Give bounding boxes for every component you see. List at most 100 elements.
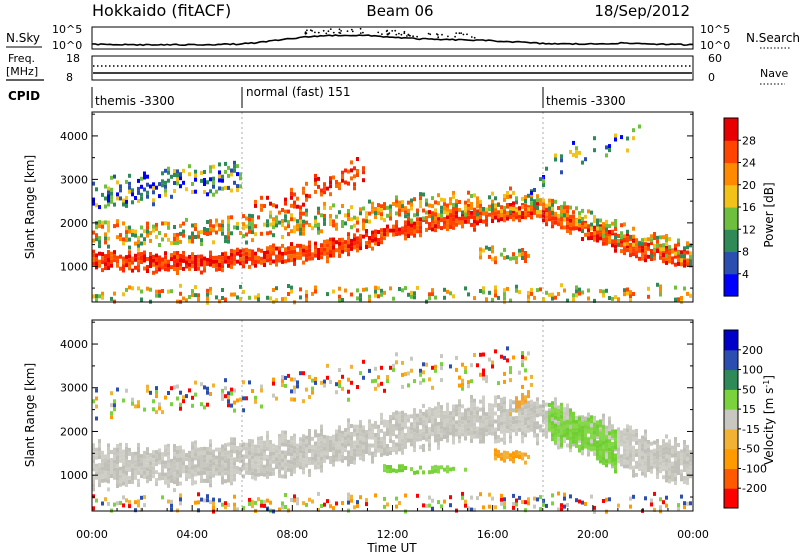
heatmap-cell [368, 298, 371, 303]
heatmap-cell [179, 390, 182, 395]
heatmap-cell [104, 462, 107, 467]
heatmap-cell [647, 456, 650, 460]
heatmap-cell [518, 206, 521, 211]
heatmap-cell [200, 467, 203, 471]
heatmap-cell [218, 170, 221, 175]
heatmap-cell [203, 478, 206, 483]
heatmap-cell [605, 439, 608, 444]
heatmap-cell [434, 212, 437, 217]
heatmap-cell [629, 298, 632, 303]
heatmap-cell [146, 233, 149, 238]
heatmap-cell [521, 427, 524, 432]
heatmap-cell [353, 440, 356, 445]
heatmap-cell [521, 419, 524, 424]
heatmap-cell [500, 409, 503, 414]
heatmap-cell [257, 293, 260, 298]
heatmap-cell [443, 415, 446, 419]
heatmap-cell [269, 296, 272, 301]
heatmap-cell [236, 188, 239, 193]
heatmap-cell [152, 474, 155, 479]
heatmap-cell [101, 501, 104, 506]
heatmap-cell [188, 466, 191, 471]
heatmap-cell [434, 220, 437, 225]
heatmap-cell [308, 256, 311, 261]
heatmap-cell [161, 476, 164, 481]
heatmap-cell [686, 464, 689, 469]
heatmap-cell [170, 253, 173, 258]
heatmap-cell [449, 427, 452, 432]
heatmap-cell [254, 464, 257, 469]
heatmap-cell [254, 295, 257, 300]
heatmap-cell [551, 421, 554, 426]
heatmap-cell [206, 232, 209, 236]
heatmap-cell [506, 211, 509, 215]
heatmap-cell [422, 192, 425, 197]
heatmap-cell [350, 424, 353, 428]
heatmap-cell [176, 263, 179, 267]
heatmap-cell [134, 475, 137, 480]
heatmap-cell [104, 184, 107, 189]
heatmap-cell [359, 432, 362, 437]
heatmap-cell [275, 449, 278, 454]
heatmap-cell [251, 439, 254, 444]
heatmap-cell [590, 222, 593, 227]
heatmap-cell [542, 408, 545, 413]
heatmap-cell [227, 219, 230, 224]
heatmap-cell [215, 295, 218, 300]
heatmap-cell [305, 289, 308, 294]
heatmap-cell [347, 236, 350, 241]
heatmap-cell [293, 433, 296, 438]
heatmap-cell [293, 461, 296, 466]
heatmap-cell [311, 252, 314, 257]
heatmap-cell [434, 468, 437, 473]
heatmap-cell [608, 436, 611, 441]
heatmap-cell [290, 285, 293, 290]
heatmap-cell [296, 497, 299, 502]
heatmap-cell [233, 257, 236, 262]
heatmap-cell [575, 419, 578, 424]
heatmap-cell [224, 479, 227, 484]
heatmap-cell [542, 198, 545, 203]
heatmap-cell [101, 474, 104, 479]
heatmap-cell [425, 409, 428, 414]
heatmap-cell [410, 356, 413, 361]
heatmap-cell [566, 229, 569, 233]
heatmap-cell [404, 493, 407, 498]
heatmap-cell [308, 437, 311, 441]
heatmap-cell [311, 499, 314, 504]
heatmap-cell [437, 437, 440, 442]
heatmap-cell [173, 385, 176, 390]
heatmap-cell [113, 475, 116, 480]
heatmap-cell [425, 421, 428, 426]
heatmap-cell [503, 501, 506, 506]
heatmap-cell [452, 213, 455, 218]
heatmap-cell [377, 203, 380, 208]
heatmap-cell [455, 432, 458, 437]
heatmap-cell [305, 459, 308, 464]
nsky-point [409, 34, 411, 37]
heatmap-cell [230, 445, 233, 450]
heatmap-cell [335, 226, 338, 231]
heatmap-cell [578, 219, 581, 224]
heatmap-cell [314, 445, 317, 450]
heatmap-cell [236, 450, 239, 454]
heatmap-cell [119, 237, 122, 242]
heatmap-cell [599, 459, 602, 464]
heatmap-cell [602, 444, 605, 449]
heatmap-cell [395, 496, 398, 501]
heatmap-cell [470, 210, 473, 215]
heatmap-cell [236, 225, 239, 230]
heatmap-cell [311, 460, 314, 465]
heatmap-cell [359, 444, 362, 449]
heatmap-cell [431, 412, 434, 417]
heatmap-cell [260, 404, 263, 409]
heatmap-cell [338, 453, 341, 458]
heatmap-cell [140, 507, 143, 512]
heatmap-cell [239, 447, 242, 452]
heatmap-cell [167, 289, 170, 294]
heatmap-cell [200, 455, 203, 459]
heatmap-cell [434, 438, 437, 443]
heatmap-cell [203, 264, 206, 269]
heatmap-cell [245, 251, 248, 256]
